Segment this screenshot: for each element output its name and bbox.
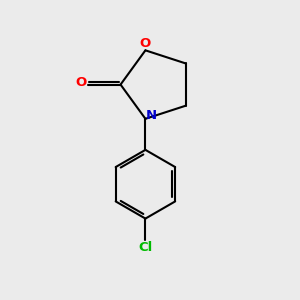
Text: O: O (140, 37, 151, 50)
Text: O: O (75, 76, 86, 89)
Text: N: N (146, 109, 157, 122)
Text: Cl: Cl (138, 241, 152, 254)
